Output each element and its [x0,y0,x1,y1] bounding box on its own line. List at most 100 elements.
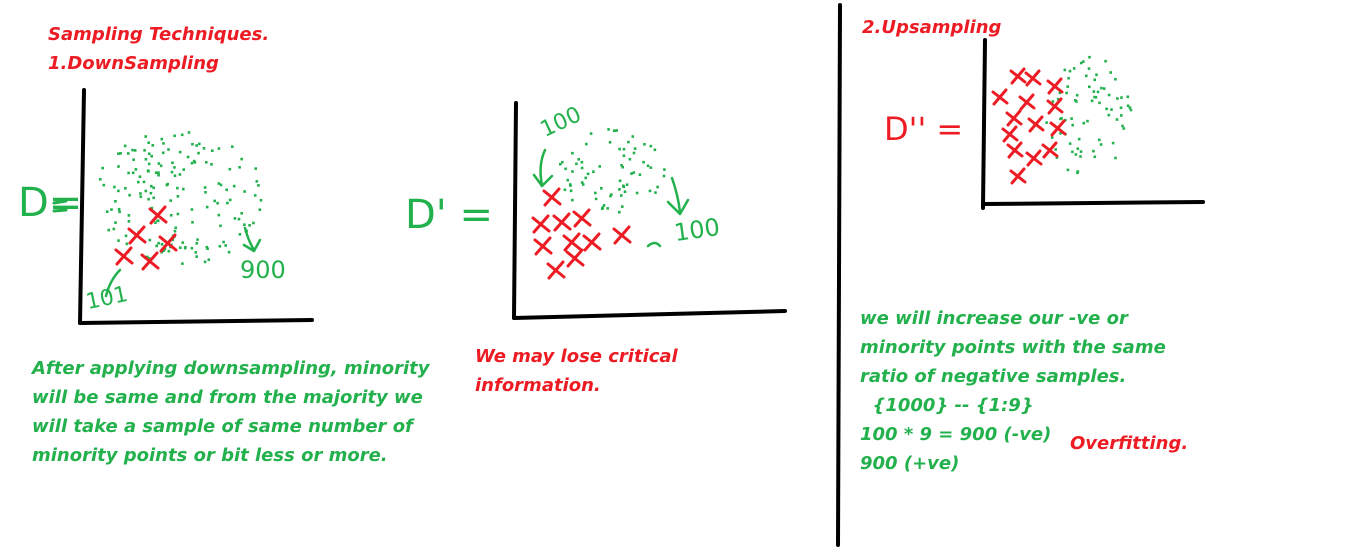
plot3-y-axis [981,38,987,210]
majority-point [621,205,624,208]
majority-point [252,221,255,225]
majority-point [569,184,572,187]
explanation-line: will take a sample of same number of [32,416,413,437]
majority-point [1098,101,1101,105]
majority-point [163,247,167,251]
majority-point [621,165,624,169]
majority-point [1104,59,1107,63]
majority-point [1050,136,1054,139]
majority-point [584,176,587,180]
majority-point [144,135,147,138]
majority-point [154,221,157,224]
majority-point [1107,93,1111,97]
majority-point [635,191,639,195]
majority-point [157,241,160,245]
majority-point [589,132,593,135]
majority-point [127,152,130,155]
minority-point [1046,77,1064,95]
plot3-x-axis [981,200,1205,206]
majority-point [1098,138,1101,142]
majority-point [631,135,635,138]
majority-point [1059,117,1062,121]
majority-point [170,170,174,174]
majority-point [254,167,257,170]
majority-point [190,246,194,250]
majority-point [569,189,573,193]
majority-point [1119,106,1123,110]
majority-point [1094,96,1098,99]
majority-point [627,140,630,144]
majority-point [1093,155,1097,159]
majority-point [125,242,129,246]
majority-point [147,257,151,260]
majority-point [124,187,127,190]
majority-point [202,147,206,150]
majority-point [610,193,613,196]
majority-point [1079,61,1083,65]
minority-point [533,236,553,256]
majority-point [217,147,221,150]
minority-point [1006,141,1024,159]
majority-point [1071,123,1074,127]
majority-point [258,208,262,211]
majority-point [118,210,121,214]
majority-point [194,251,198,254]
majority-point [1059,132,1062,135]
majority-point [618,179,622,183]
majority-point [649,144,653,148]
majority-point [608,141,612,144]
majority-point [586,172,590,176]
majority-point [159,164,163,168]
majority-point [623,190,627,193]
majority-point [203,186,207,189]
majority-point [117,189,120,193]
majority-point [559,162,562,166]
majority-point [179,246,182,249]
majority-point [227,250,231,254]
minority-point [991,88,1009,106]
minority-point [1001,125,1019,143]
majority-point [1087,67,1091,70]
majority-point [190,208,194,211]
majority-point [656,185,659,189]
plot1-y-axis [78,88,86,325]
majority-point [580,166,584,170]
majority-point [654,191,657,194]
majority-point [117,207,121,211]
majority-point [217,213,221,217]
minority-point [1009,167,1027,185]
majority-point [1096,90,1100,94]
majority-point [238,233,242,236]
majority-point [147,197,150,201]
majority-point [662,174,666,178]
majority-point [632,151,636,155]
majority-point [176,212,180,216]
majority-point [151,144,155,147]
majority-point [197,151,200,155]
majority-point [1082,60,1085,63]
majority-point [157,162,161,165]
majority-point [1122,127,1126,130]
majority-point [620,194,623,197]
majority-point [1055,156,1059,159]
majority-point [176,195,180,198]
majority-point [1068,142,1072,145]
majority-point [181,241,185,244]
warning-line: We may lose critical [475,346,678,367]
majority-point [1079,150,1083,153]
majority-point [150,154,153,158]
majority-point [1090,99,1094,103]
majority-point [127,171,130,175]
majority-point [612,129,616,132]
majority-point [1064,118,1067,122]
majority-point [231,145,234,148]
minority-point [542,187,562,207]
majority-point [1120,96,1123,99]
majority-point [222,240,225,244]
majority-point [216,201,219,205]
overfitting-warning: Overfitting. [1070,433,1189,454]
majority-point [112,227,116,231]
majority-point [630,172,633,175]
minority-point [1005,109,1023,127]
majority-point [1093,78,1096,82]
